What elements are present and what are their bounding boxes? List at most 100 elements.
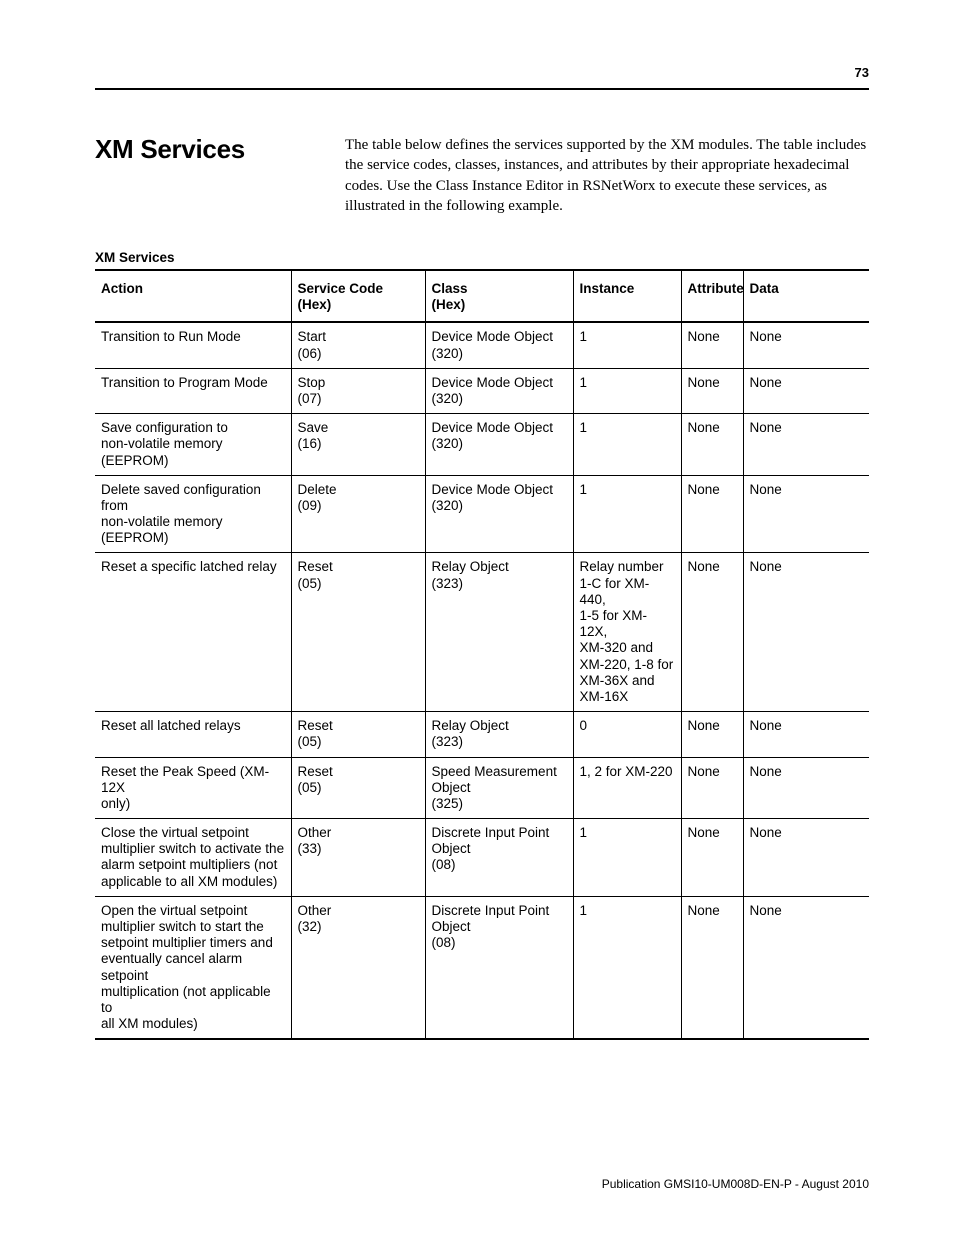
table-cell: Reset a specific latched relay [95,553,291,712]
table-cell: Delete saved configuration fromnon-volat… [95,475,291,553]
table-cell-line: None [688,375,737,391]
table-cell-line: Reset [298,764,419,780]
table-header-sublabel: (Hex) [432,297,567,313]
table-cell: None [743,553,869,712]
table-header-label: Class [432,281,567,297]
table-cell-line: multiplier switch to activate the [101,841,285,857]
table-cell: None [743,819,869,897]
table-header-cell: Action [95,270,291,322]
table-cell-line: multiplication (not applicable to [101,984,285,1016]
table-cell-line: (320) [432,346,567,362]
table-cell-line: None [750,375,864,391]
table-cell-line: 1-5 for XM-12X, [580,608,675,640]
table-cell-line: Object [432,780,567,796]
table-header-cell: Instance [573,270,681,322]
table-header-label: Action [101,281,285,297]
table-row: Transition to Program ModeStop(07)Device… [95,368,869,413]
table-cell: Delete(09) [291,475,425,553]
table-header-cell: Attribute [681,270,743,322]
table-row: Open the virtual setpointmultiplier swit… [95,896,869,1039]
table-cell: Transition to Program Mode [95,368,291,413]
table-cell: 0 [573,712,681,757]
table-cell-line: (323) [432,576,567,592]
table-cell-line: Reset all latched relays [101,718,285,734]
table-cell-line: 1 [580,420,675,436]
table-cell-line: (320) [432,436,567,452]
table-cell: Stop(07) [291,368,425,413]
table-cell-line: Other [298,903,419,919]
table-header-sublabel: (Hex) [298,297,419,313]
table-row: Reset a specific latched relayReset(05)R… [95,553,869,712]
table-cell: Start(06) [291,322,425,368]
table-cell-line: None [688,329,737,345]
table-cell: None [743,322,869,368]
table-cell-line: (05) [298,576,419,592]
table-row: Save configuration tonon-volatile memory… [95,414,869,476]
table-cell-line: 1 [580,482,675,498]
table-cell-line: Device Mode Object [432,375,567,391]
table-cell-line: Device Mode Object [432,329,567,345]
table-cell: None [743,368,869,413]
table-cell-line: None [688,764,737,780]
table-cell: 1 [573,322,681,368]
table-cell-line: 1 [580,903,675,919]
table-cell: None [743,414,869,476]
table-cell-line: Start [298,329,419,345]
table-cell-line: None [750,718,864,734]
table-row: Delete saved configuration fromnon-volat… [95,475,869,553]
table-cell-line: non-volatile memory (EEPROM) [101,514,285,546]
table-cell-line: Relay Object [432,718,567,734]
table-cell: Reset(05) [291,757,425,819]
table-cell-line: None [688,420,737,436]
table-header-row: ActionService Code(Hex)Class(Hex)Instanc… [95,270,869,322]
table-header-label: Instance [580,281,675,297]
table-caption: XM Services [95,250,869,265]
table-cell: Other(32) [291,896,425,1039]
page: 73 XM Services The table below defines t… [0,0,954,1235]
table-head: ActionService Code(Hex)Class(Hex)Instanc… [95,270,869,322]
table-cell: Other(33) [291,819,425,897]
table-cell: Relay Object(323) [425,712,573,757]
table-cell: Reset all latched relays [95,712,291,757]
table-cell-line: Reset the Peak Speed (XM-12X [101,764,285,796]
intro-paragraph: The table below defines the services sup… [345,135,869,216]
table-header-label: Attribute [688,281,737,297]
header-rule [95,88,869,90]
table-header-cell: Data [743,270,869,322]
table-cell: None [743,712,869,757]
table-cell-line: (320) [432,391,567,407]
table-cell: None [681,553,743,712]
table-cell-line: Device Mode Object [432,482,567,498]
table-row: Reset the Peak Speed (XM-12Xonly)Reset(0… [95,757,869,819]
table-cell-line: None [750,329,864,345]
table-cell-line: Stop [298,375,419,391]
table-header-cell: Service Code(Hex) [291,270,425,322]
table-cell-line: Save [298,420,419,436]
table-header-label: Service Code [298,281,419,297]
table-cell-line: Device Mode Object [432,420,567,436]
table-cell-line: Relay Object [432,559,567,575]
table-cell-line: Close the virtual setpoint [101,825,285,841]
table-cell-line: Save configuration to [101,420,285,436]
table-row: Transition to Run Mode Start(06) Device Mo… [95,322,869,368]
table-cell-line: None [688,482,737,498]
table-cell-line: None [750,420,864,436]
table-cell: Device Mode Object(320) [425,368,573,413]
table-cell-line: (07) [298,391,419,407]
table-cell-line: (09) [298,498,419,514]
table-cell-line: multiplier switch to start the [101,919,285,935]
table-cell-line: 1, 2 for XM-220 [580,764,675,780]
table-cell: Save configuration tonon-volatile memory… [95,414,291,476]
table-cell-line: 0 [580,718,675,734]
publication-line: Publication GMSI10-UM008D-EN-P - August … [602,1177,869,1191]
table-row: Close the virtual setpointmultiplier swi… [95,819,869,897]
table-cell: 1 [573,819,681,897]
table-cell-line: (320) [432,498,567,514]
table-cell-line: (06) [298,346,419,362]
table-cell: Speed MeasurementObject(325) [425,757,573,819]
table-cell-line: (325) [432,796,567,812]
table-cell-line: Transition to Run Mode [101,329,285,345]
table-cell-line: Delete saved configuration from [101,482,285,514]
table-cell: None [681,819,743,897]
table-body: Transition to Run ModeStart(06)Device Mo… [95,322,869,1039]
